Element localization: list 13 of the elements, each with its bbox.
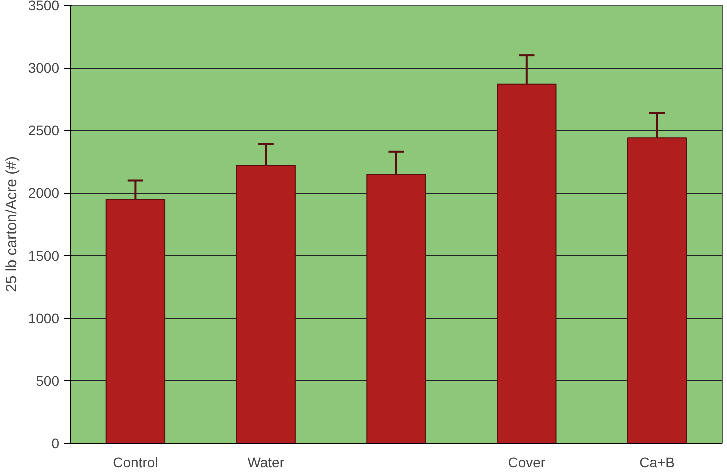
y-tick-label: 3500 bbox=[28, 0, 60, 14]
y-tick-label: 3000 bbox=[28, 60, 60, 76]
x-tick-label: Cover bbox=[508, 454, 546, 470]
y-tick-label: 0 bbox=[52, 436, 60, 452]
y-axis-title: 25 lb carton/Acre (#) bbox=[3, 156, 20, 292]
y-tick-label: 1000 bbox=[28, 310, 60, 326]
y-tick-label: 1500 bbox=[28, 248, 60, 264]
x-tick-label: Control bbox=[113, 454, 158, 470]
x-tick-label: Water bbox=[248, 454, 285, 470]
y-tick-label: 2500 bbox=[28, 122, 60, 139]
y-tick-label: 500 bbox=[36, 372, 60, 389]
y-tick-label: 2000 bbox=[28, 185, 60, 202]
x-tick-label: Ca+B bbox=[640, 454, 676, 470]
